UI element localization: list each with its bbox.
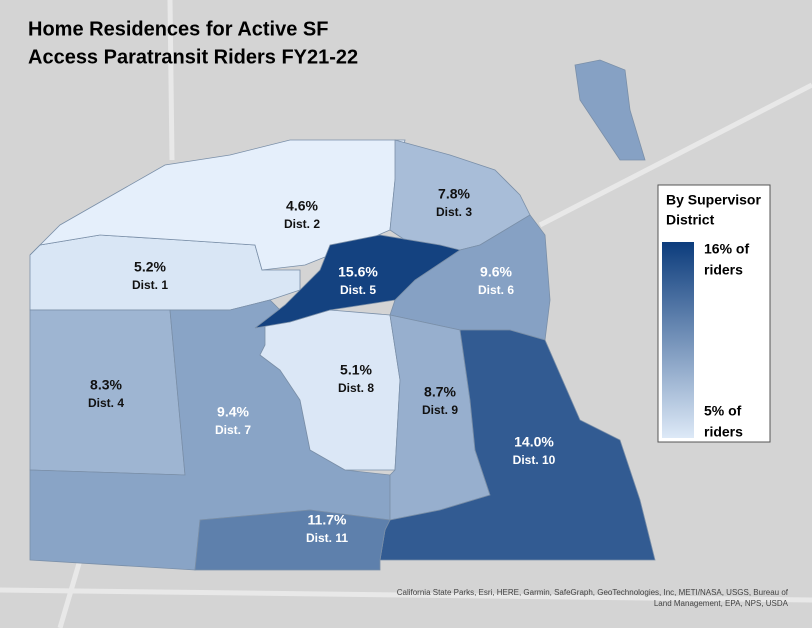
district-name: Dist. 1 xyxy=(132,278,168,292)
title: Home Residences for Active SF xyxy=(28,18,328,40)
attribution: Land Management, EPA, NPS, USDA xyxy=(654,599,789,608)
legend-title: District xyxy=(666,212,715,228)
district-percent: 9.4% xyxy=(217,404,249,420)
district xyxy=(574,59,646,161)
district-percent: 8.3% xyxy=(90,377,122,393)
district-percent: 15.6% xyxy=(338,264,378,280)
legend-title: By Supervisor xyxy=(666,192,761,208)
district-name: Dist. 8 xyxy=(338,381,374,395)
legend-label: riders xyxy=(704,424,743,440)
district xyxy=(389,214,551,341)
district-name: Dist. 5 xyxy=(340,283,376,297)
legend-label: 5% of xyxy=(704,403,742,419)
district xyxy=(194,509,391,571)
district-percent: 11.7% xyxy=(308,512,347,528)
district-percent: 5.1% xyxy=(340,362,372,378)
district-name: Dist. 11 xyxy=(306,531,348,545)
district-percent: 7.8% xyxy=(438,186,470,202)
district-name: Dist. 9 xyxy=(422,403,458,417)
district-percent: 8.7% xyxy=(424,384,456,400)
district-name: Dist. 10 xyxy=(513,453,556,467)
district-name: Dist. 7 xyxy=(215,423,251,437)
district xyxy=(254,234,461,329)
legend-ramp xyxy=(662,242,694,438)
districts xyxy=(29,59,656,571)
district-percent: 5.2% xyxy=(134,259,166,275)
district-percent: 9.6% xyxy=(480,264,512,280)
district-name: Dist. 3 xyxy=(436,205,472,219)
district-name: Dist. 6 xyxy=(478,283,514,297)
district-percent: 4.6% xyxy=(286,198,318,214)
district-name: Dist. 4 xyxy=(88,396,124,410)
district-percent: 14.0% xyxy=(514,434,554,450)
district-labels: 5.2% Dist. 1 4.6% Dist. 2 7.8% Dist. 3 8.3%… xyxy=(88,186,556,545)
district-name: Dist. 2 xyxy=(284,217,320,231)
title: Access Paratransit Riders FY21-22 xyxy=(28,46,358,68)
attribution: California State Parks, Esri, HERE, Garm… xyxy=(397,588,789,597)
legend-label: 16% of xyxy=(704,241,749,257)
legend-label: riders xyxy=(704,262,743,278)
